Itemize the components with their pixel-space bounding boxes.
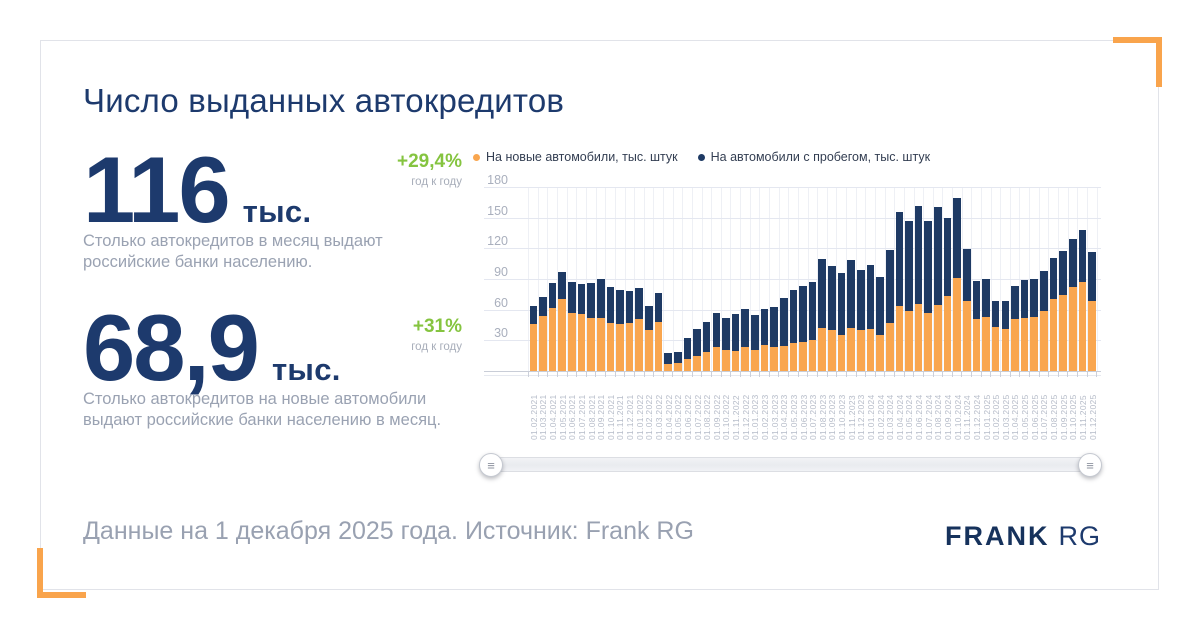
legend-dot-orange-icon [473, 153, 480, 161]
stat-total-unit: тыс. [242, 194, 312, 229]
legend-label-used-cars: На автомобили с пробегом, тыс. штук [710, 150, 931, 164]
footer-source-text: Данные на 1 декабря 2025 года. Источник:… [83, 517, 694, 545]
drag-handle-icon: ≡ [487, 457, 495, 473]
corner-accent-top-right-horizontal [1113, 37, 1162, 43]
stat-total-delta: +29,4% [397, 151, 462, 172]
stat-new-cars: 68,9 тыс. [83, 295, 341, 400]
stat-total-loans: 116 тыс. [83, 137, 312, 242]
logo-frank: FRANK [945, 521, 1050, 551]
stat-new-delta-block: +31% год к году [337, 316, 462, 353]
stat-total-description: Столько автокредитов в месяц выдают росс… [83, 232, 383, 272]
page-title: Число выданных автокредитов [83, 82, 565, 119]
legend-item-used-cars[interactable]: На автомобили с пробегом, тыс. штук [697, 150, 931, 164]
stat-total-delta-caption: год к году [411, 176, 462, 188]
stat-total-delta-block: +29,4% год к году [337, 151, 462, 188]
stat-total-value: 116 [83, 137, 231, 242]
scrollbar-right-handle[interactable]: ≡ [1078, 453, 1102, 477]
logo-rg: RG [1058, 521, 1101, 551]
stat-new-delta: +31% [412, 316, 462, 337]
stat-new-description: Столько автокредитов на новые автомобили… [83, 390, 442, 430]
legend-item-new-cars[interactable]: На новые автомобили, тыс. штук [473, 150, 678, 164]
legend-dot-navy-icon [697, 153, 705, 161]
corner-accent-bottom-left-vertical [37, 548, 43, 598]
corner-accent-bottom-left-horizontal [37, 592, 86, 598]
chart-scrollbar[interactable]: ≡ ≡ [479, 453, 1102, 477]
stat-new-value: 68,9 [83, 295, 260, 400]
scrollbar-left-handle[interactable]: ≡ [479, 453, 503, 477]
stat-new-delta-caption: год к году [411, 341, 462, 353]
frank-rg-logo: FRANK RG [945, 521, 1101, 552]
stat-new-unit: тыс. [271, 352, 341, 387]
corner-accent-top-right-vertical [1156, 37, 1162, 87]
legend-label-new-cars: На новые автомобили, тыс. штук [486, 150, 678, 164]
drag-handle-icon: ≡ [1086, 457, 1094, 473]
chart-legend: На новые автомобили, тыс. штук На автомо… [473, 150, 930, 164]
